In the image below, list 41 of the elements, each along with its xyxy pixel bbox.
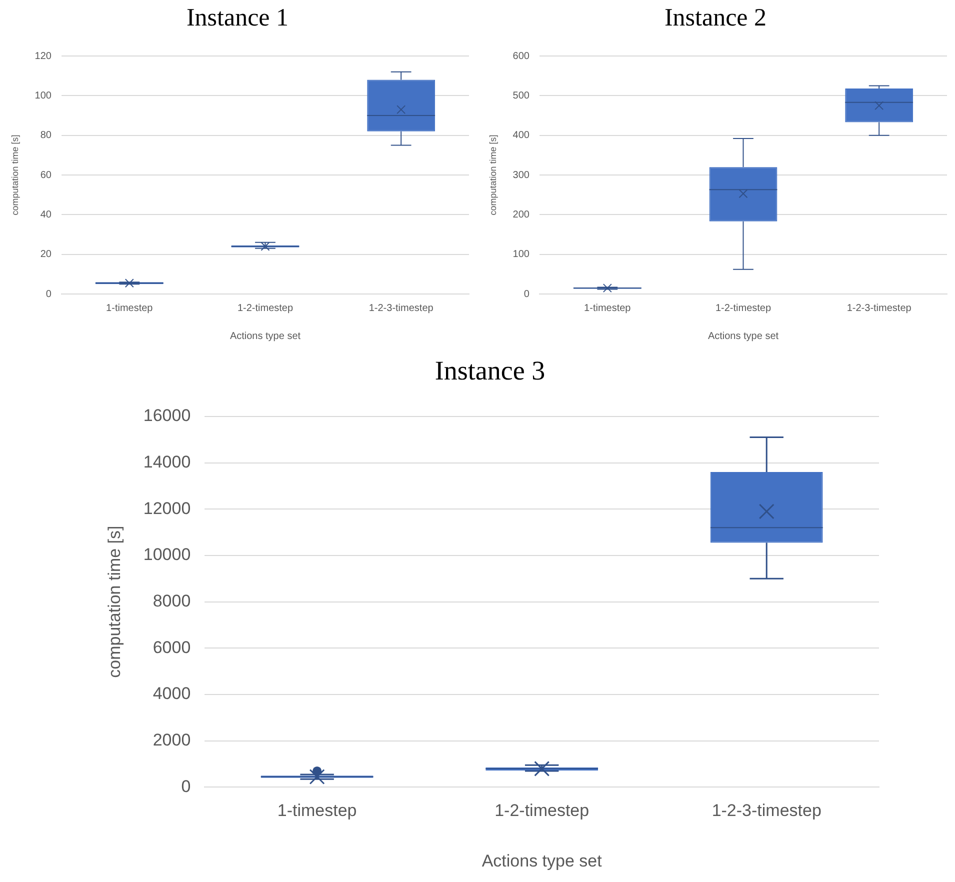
y-tick-label: 2000 bbox=[152, 730, 191, 750]
y-tick-label: 400 bbox=[512, 130, 530, 142]
y-axis-title: computation time [s] bbox=[104, 526, 124, 678]
x-tick-label: 1-2-3-timestep bbox=[368, 302, 434, 314]
y-tick-label: 600 bbox=[512, 50, 530, 62]
y-tick-label: 60 bbox=[40, 170, 52, 181]
x-axis-title: Actions type set bbox=[482, 851, 602, 870]
y-tick-label: 0 bbox=[524, 288, 530, 300]
x-axis-title: Actions type set bbox=[708, 330, 779, 342]
chart-title: Instance 1 bbox=[186, 4, 289, 32]
y-tick-label: 12000 bbox=[143, 498, 191, 518]
y-tick-label: 6000 bbox=[152, 638, 191, 657]
y-tick-label: 10000 bbox=[143, 545, 191, 564]
y-tick-label: 0 bbox=[181, 776, 191, 796]
y-tick-label: 500 bbox=[512, 90, 530, 102]
y-tick-label: 16000 bbox=[143, 406, 191, 426]
y-tick-label: 300 bbox=[512, 170, 530, 181]
y-tick-label: 40 bbox=[40, 209, 52, 220]
y-tick-label: 80 bbox=[40, 130, 52, 142]
x-tick-label: 1-2-3-timestep bbox=[712, 801, 822, 820]
x-tick-label: 1-timestep bbox=[106, 302, 154, 314]
x-tick-label: 1-2-timestep bbox=[237, 302, 294, 314]
y-tick-label: 200 bbox=[512, 209, 530, 220]
chart-title: Instance 2 bbox=[664, 4, 767, 32]
x-tick-label: 1-2-timestep bbox=[494, 801, 590, 820]
chart-title: Instance 3 bbox=[434, 355, 546, 386]
x-tick-label: 1-2-3-timestep bbox=[846, 302, 912, 314]
y-axis-title: computation time [s] bbox=[10, 134, 20, 216]
y-axis-title: computation time [s] bbox=[488, 134, 498, 216]
y-tick-label: 100 bbox=[34, 90, 52, 102]
y-tick-label: 0 bbox=[46, 288, 52, 300]
y-tick-label: 120 bbox=[34, 50, 52, 62]
y-tick-label: 14000 bbox=[143, 452, 191, 472]
y-tick-label: 4000 bbox=[152, 684, 191, 704]
y-tick-label: 8000 bbox=[152, 591, 191, 610]
x-tick-label: 1-2-timestep bbox=[715, 302, 772, 314]
y-tick-label: 100 bbox=[512, 249, 530, 260]
x-tick-label: 1-timestep bbox=[584, 302, 632, 314]
x-tick-label: 1-timestep bbox=[277, 801, 357, 820]
x-axis-title: Actions type set bbox=[230, 330, 301, 342]
y-tick-label: 20 bbox=[40, 249, 52, 260]
